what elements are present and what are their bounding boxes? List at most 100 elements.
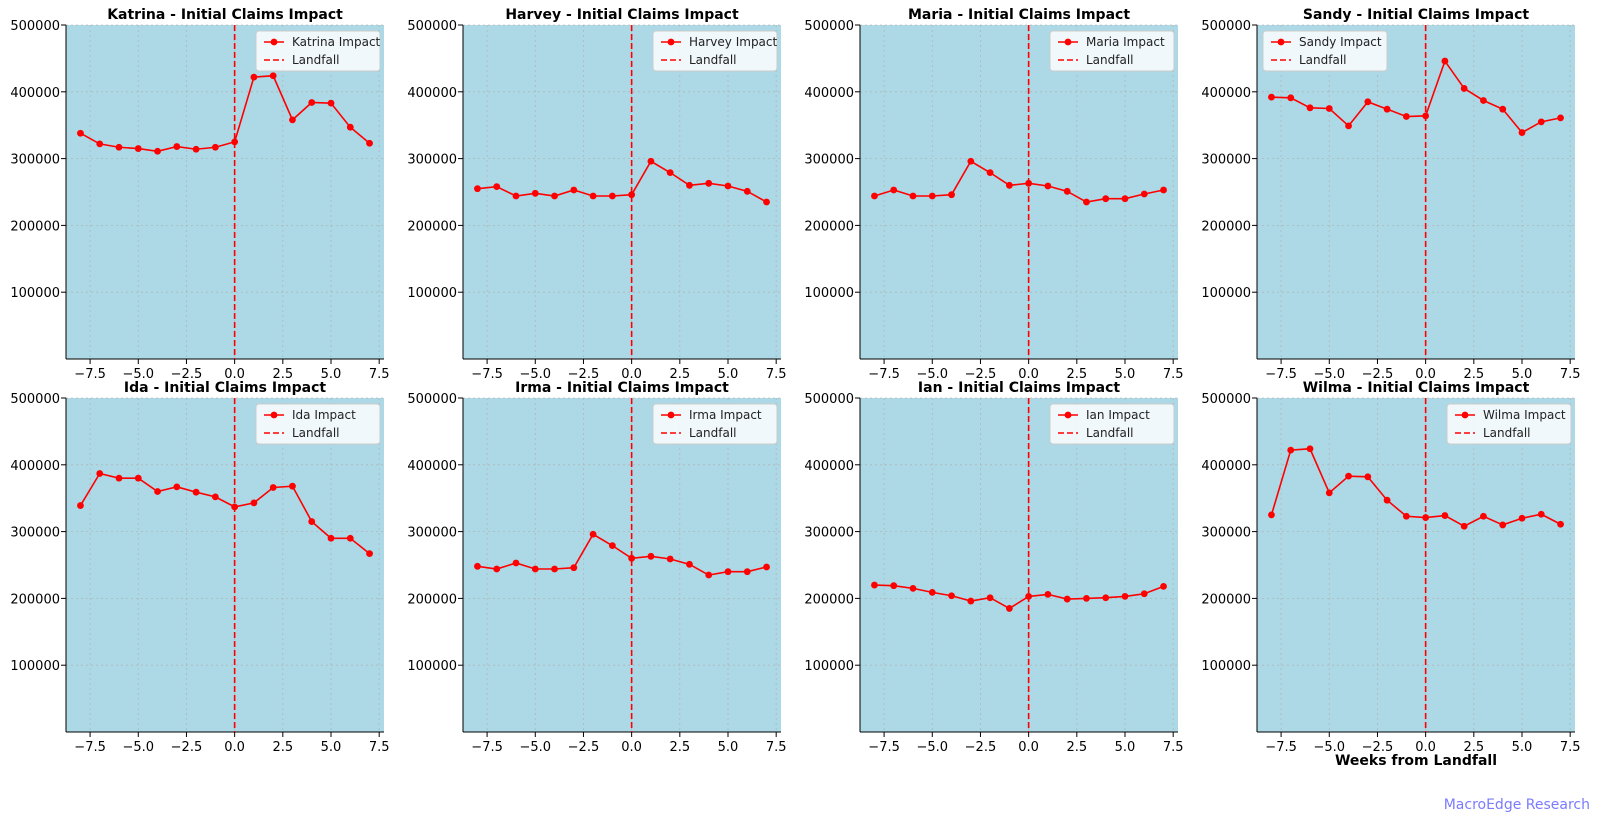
x-tick-label: 5.0 bbox=[321, 740, 342, 755]
data-point bbox=[1480, 97, 1487, 104]
plot-area bbox=[1257, 398, 1575, 732]
data-point bbox=[1441, 57, 1449, 65]
y-tick-label: 500000 bbox=[10, 19, 60, 34]
x-tick-label: 5.0 bbox=[718, 367, 739, 382]
y-tick-label: 500000 bbox=[804, 392, 854, 407]
data-point bbox=[1537, 118, 1545, 126]
data-point bbox=[1121, 195, 1129, 203]
chart-panel-4: −7.5 −5.0 −2.5 0.0 2.5 5.0 7.5 100000 200000 3000… bbox=[10, 380, 389, 755]
y-tick-label: 200000 bbox=[10, 219, 60, 234]
legend-dot-marker bbox=[1461, 411, 1469, 419]
legend-dot-marker bbox=[270, 411, 278, 419]
x-tick-label: −7.5 bbox=[1265, 740, 1297, 755]
data-point bbox=[531, 189, 539, 197]
data-point bbox=[1364, 98, 1372, 106]
data-point bbox=[154, 147, 161, 155]
data-point bbox=[948, 592, 955, 600]
legend-dot-marker bbox=[270, 38, 278, 46]
data-point bbox=[647, 552, 655, 560]
data-point bbox=[1345, 122, 1352, 130]
data-point bbox=[1140, 190, 1148, 198]
data-point bbox=[1402, 113, 1410, 120]
chart-panel-1: −7.5 −5.0 −2.5 0.0 2.5 5.0 7.5 100000 200000 3000… bbox=[407, 7, 786, 382]
data-point bbox=[289, 116, 296, 124]
legend-label-series: Maria Impact bbox=[1086, 35, 1165, 49]
data-point bbox=[531, 565, 539, 573]
y-tick-label: 400000 bbox=[10, 459, 60, 474]
data-point bbox=[666, 169, 674, 177]
legend: Ian Impact Landfall bbox=[1049, 403, 1175, 445]
legend-label-landfall: Landfall bbox=[1086, 53, 1134, 67]
chart-panel-5: −7.5 −5.0 −2.5 0.0 2.5 5.0 7.5 100000 200000 3000… bbox=[407, 380, 786, 755]
x-tick-label: −2.5 bbox=[1362, 367, 1394, 382]
x-tick-label: 5.0 bbox=[1512, 740, 1533, 755]
y-tick-label: 400000 bbox=[407, 459, 457, 474]
legend-label-landfall: Landfall bbox=[689, 426, 737, 440]
data-point bbox=[77, 502, 84, 509]
chart-title: Harvey - Initial Claims Impact bbox=[505, 7, 739, 23]
data-point bbox=[928, 588, 936, 596]
y-tick-label: 300000 bbox=[804, 153, 854, 168]
data-point bbox=[1422, 112, 1430, 120]
data-point bbox=[1160, 186, 1167, 194]
data-point bbox=[967, 597, 975, 605]
y-tick-label: 200000 bbox=[804, 592, 854, 607]
x-tick-label: 7.5 bbox=[1560, 740, 1581, 755]
data-point bbox=[1083, 198, 1090, 206]
x-tick-label: −5.0 bbox=[519, 367, 551, 382]
y-tick-label: 500000 bbox=[407, 19, 457, 34]
data-point bbox=[1063, 595, 1071, 603]
y-tick-label: 400000 bbox=[804, 459, 854, 474]
data-point bbox=[493, 183, 501, 191]
series-line bbox=[477, 533, 767, 576]
x-tick-label: 0.0 bbox=[224, 740, 245, 755]
data-point bbox=[570, 564, 578, 572]
data-point bbox=[1345, 472, 1352, 480]
data-point bbox=[192, 145, 200, 153]
x-tick-label: 5.0 bbox=[1512, 367, 1533, 382]
data-point bbox=[1441, 512, 1449, 519]
data-point bbox=[173, 483, 181, 491]
data-point bbox=[724, 568, 732, 576]
data-point bbox=[589, 192, 597, 200]
data-point bbox=[890, 186, 898, 194]
data-point bbox=[686, 181, 693, 189]
legend-label-series: Harvey Impact bbox=[689, 35, 778, 49]
x-tick-label: −5.0 bbox=[916, 367, 948, 382]
data-point bbox=[115, 143, 123, 151]
y-tick-label: 500000 bbox=[10, 392, 60, 407]
y-tick-label: 400000 bbox=[804, 86, 854, 101]
data-point bbox=[1140, 590, 1148, 598]
x-tick-label: −2.5 bbox=[171, 740, 203, 755]
x-tick-label: 0.0 bbox=[621, 740, 642, 755]
y-tick-label: 400000 bbox=[1201, 86, 1251, 101]
x-tick-label: 7.5 bbox=[369, 367, 390, 382]
x-tick-label: 2.5 bbox=[272, 367, 293, 382]
data-point bbox=[1557, 114, 1564, 122]
data-point bbox=[686, 560, 693, 568]
data-point bbox=[250, 73, 258, 81]
y-tick-label: 200000 bbox=[10, 592, 60, 607]
x-tick-label: 2.5 bbox=[1463, 367, 1484, 382]
y-tick-label: 300000 bbox=[1201, 526, 1251, 541]
y-tick-label: 200000 bbox=[804, 219, 854, 234]
data-point bbox=[96, 470, 104, 477]
data-point bbox=[570, 186, 578, 194]
data-point bbox=[1518, 514, 1526, 522]
data-point bbox=[1383, 496, 1391, 504]
data-point bbox=[589, 530, 597, 538]
x-tick-label: 2.5 bbox=[272, 740, 293, 755]
chart-title: Ian - Initial Claims Impact bbox=[918, 380, 1120, 396]
data-point bbox=[346, 123, 354, 131]
data-point bbox=[493, 565, 501, 573]
data-point bbox=[211, 493, 219, 501]
watermark-text: MacroEdge Research bbox=[1443, 797, 1590, 813]
data-point bbox=[474, 562, 481, 570]
data-point bbox=[231, 138, 239, 146]
x-tick-label: −7.5 bbox=[74, 367, 106, 382]
legend-dot-marker bbox=[667, 411, 675, 419]
legend-box bbox=[1049, 30, 1175, 72]
legend-box bbox=[255, 30, 381, 72]
y-tick-label: 300000 bbox=[10, 526, 60, 541]
legend-dot-marker bbox=[1064, 38, 1072, 46]
